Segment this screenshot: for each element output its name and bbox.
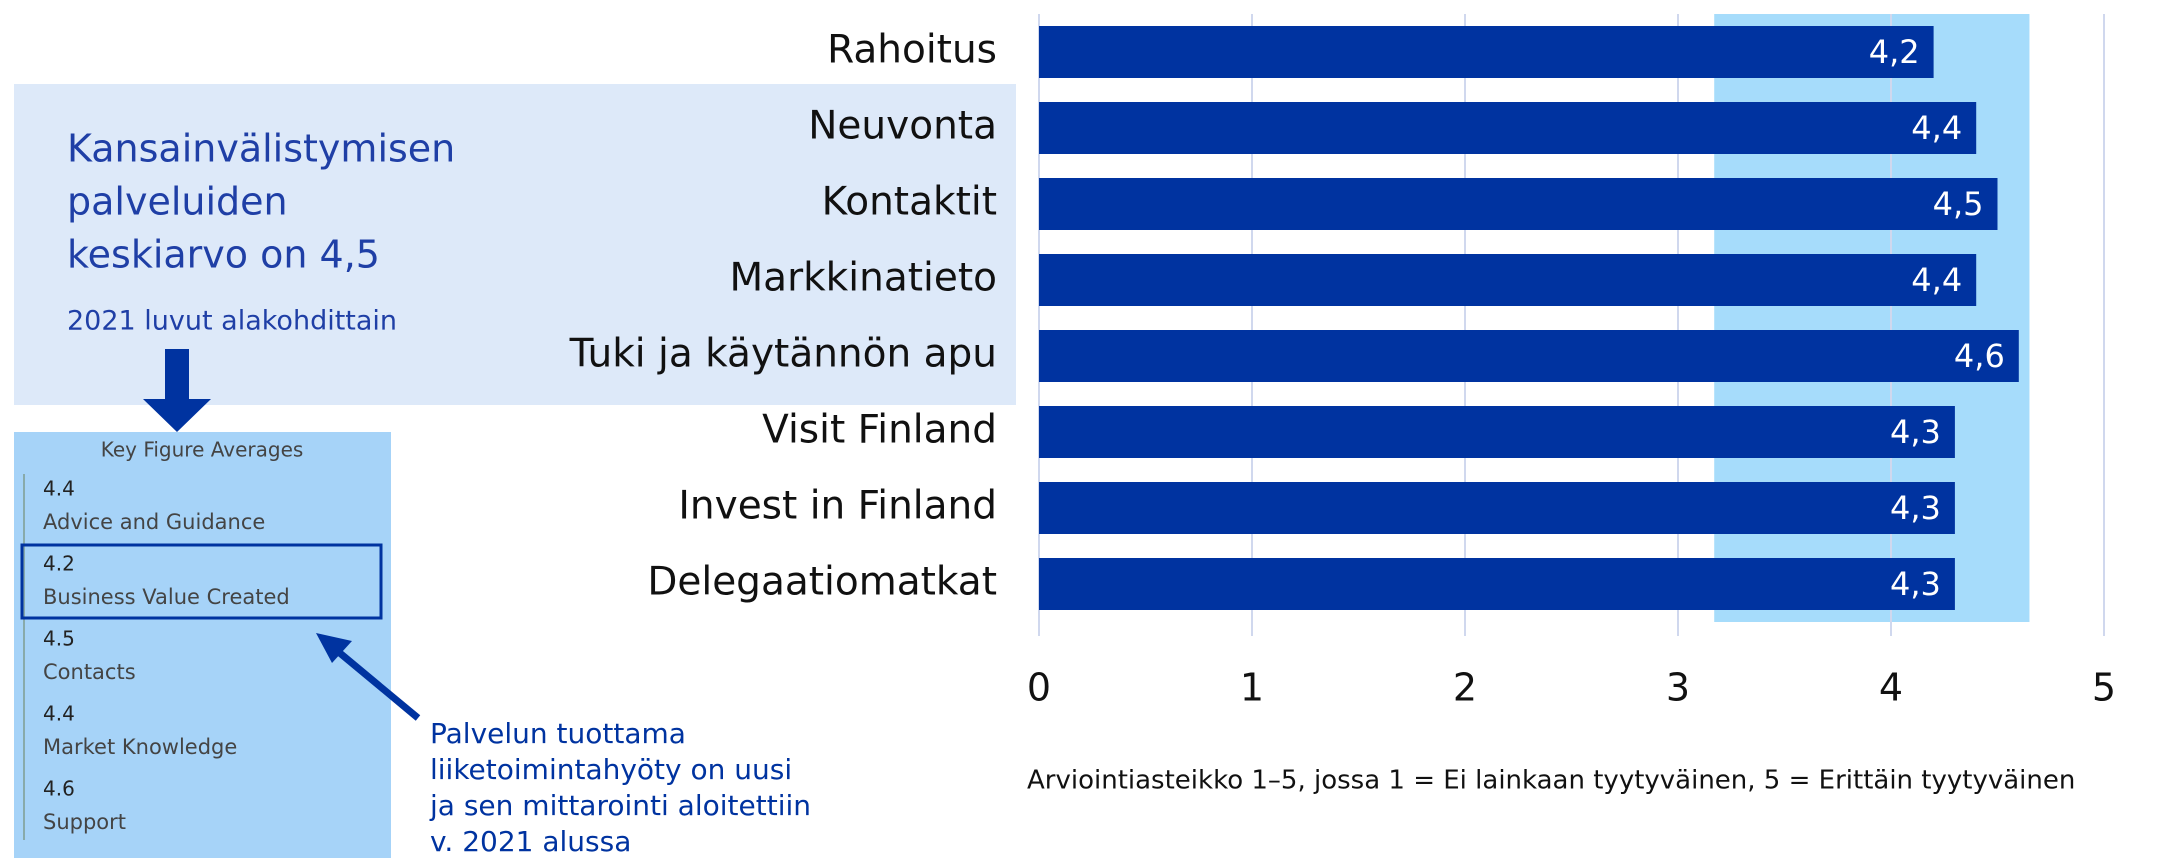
value-label: 4,3 [1890, 413, 1941, 451]
panel-title: palveluiden [67, 180, 288, 224]
value-label: 4,3 [1890, 489, 1941, 527]
card-label: Support [43, 810, 126, 834]
value-label: 4,6 [1954, 337, 2005, 375]
value-label: 4,4 [1911, 109, 1962, 147]
bar [1039, 406, 1955, 458]
y-tick-label: Visit Finland [762, 408, 997, 453]
panel-subtitle: 2021 luvut alakohdittain [67, 306, 397, 337]
bar [1039, 102, 1977, 154]
value-label: 4,4 [1911, 261, 1962, 299]
panel-title: keskiarvo on 4,5 [67, 233, 380, 277]
bar [1039, 482, 1955, 534]
y-tick-label: Rahoitus [827, 28, 997, 73]
card-value: 4.4 [43, 477, 75, 501]
panel-title: Kansainvälistymisen [67, 127, 455, 171]
bar [1039, 558, 1955, 610]
callout-text: liiketoimintahyöty on uusi [430, 753, 792, 786]
x-tick-label: 5 [2092, 666, 2116, 710]
y-tick-label: Neuvonta [808, 104, 997, 149]
bar [1039, 178, 1998, 230]
value-label: 4,3 [1890, 565, 1941, 603]
value-label: 4,5 [1933, 185, 1984, 223]
callout-text: v. 2021 alussa [430, 825, 631, 858]
card-label: Business Value Created [43, 585, 290, 609]
y-tick-label: Markkinatieto [730, 256, 997, 301]
value-label: 4,2 [1869, 33, 1920, 71]
card-label: Contacts [43, 660, 136, 684]
card-value: 4.4 [43, 702, 75, 726]
y-tick-label: Tuki ja käytännön apu [569, 332, 997, 377]
x-tick-label: 0 [1027, 666, 1051, 710]
card-heading: Key Figure Averages [101, 438, 304, 462]
callout-text: ja sen mittarointi aloitettiin [429, 789, 811, 822]
bar [1039, 26, 1934, 78]
callout-text: Palvelun tuottama [430, 717, 686, 750]
x-tick-label: 1 [1240, 666, 1264, 710]
y-tick-label: Invest in Finland [678, 484, 997, 529]
y-tick-label: Kontaktit [822, 180, 997, 225]
callout-arrowhead [316, 633, 352, 663]
down-arrow [143, 349, 211, 432]
card-value: 4.2 [43, 552, 75, 576]
x-tick-label: 2 [1453, 666, 1477, 710]
card-value: 4.6 [43, 777, 75, 801]
x-tick-label: 4 [1879, 666, 1903, 710]
card-label: Advice and Guidance [43, 510, 265, 534]
highlight-frame [20, 543, 383, 620]
callout-arrow [332, 646, 421, 721]
bar [1039, 254, 1977, 306]
bar [1039, 330, 2019, 382]
chart-note: Arviointiasteikko 1–5, jossa 1 = Ei lain… [1027, 766, 2075, 796]
y-tick-label: Delegaatiomatkat [647, 560, 997, 605]
card-label: Market Knowledge [43, 735, 237, 759]
card-value: 4.5 [43, 627, 75, 651]
x-tick-label: 3 [1666, 666, 1690, 710]
